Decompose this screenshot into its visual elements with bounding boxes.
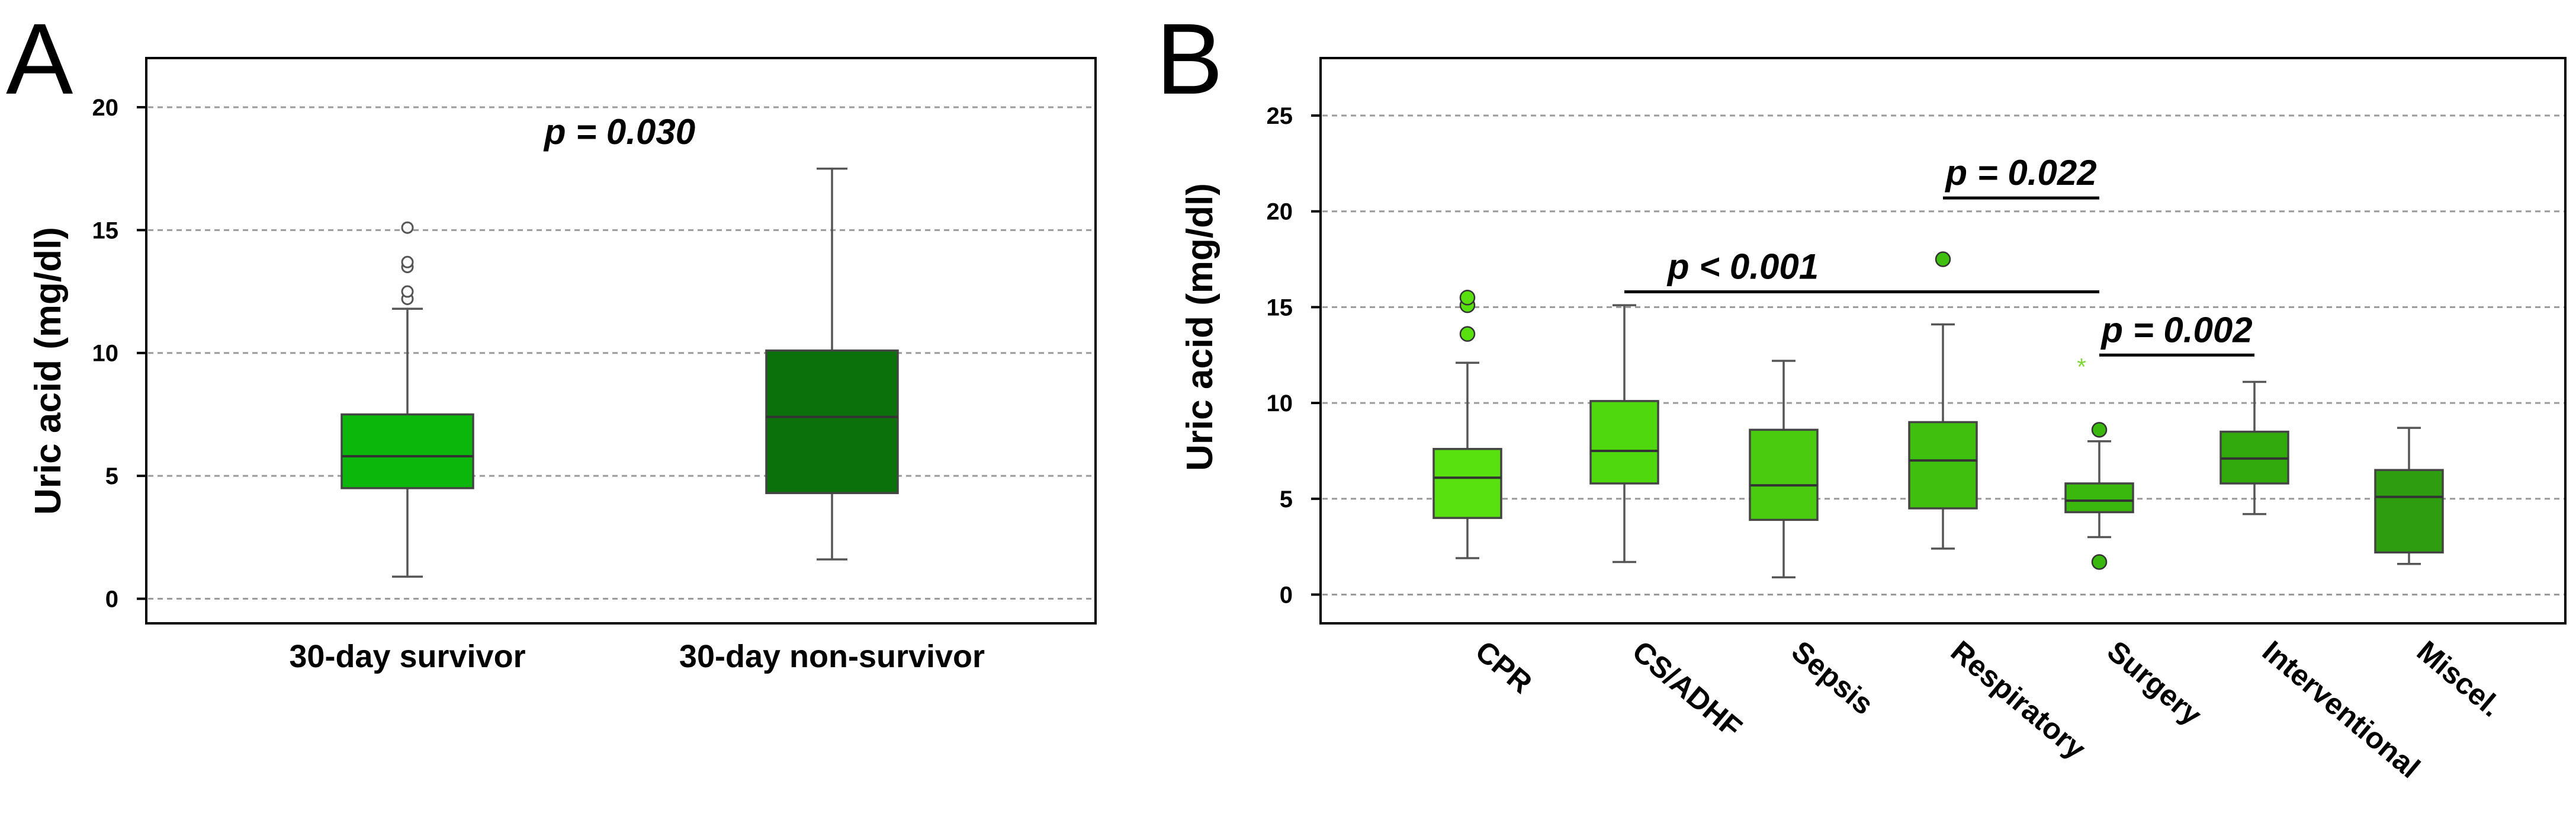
p-value-label: p = 0.022 — [1944, 153, 2096, 193]
iqr-box — [1432, 447, 1502, 519]
p-value-label: p < 0.001 — [1666, 247, 1819, 287]
extreme-point: * — [2077, 354, 2086, 380]
outlier-point — [1459, 326, 1476, 342]
box-respiratory — [1908, 251, 1978, 550]
x-category-label: 30-day survivor — [289, 639, 525, 674]
p-value-label: p = 0.002 — [2100, 310, 2252, 350]
box-30-day-non-survivor — [765, 167, 899, 561]
outlier-point — [401, 221, 414, 234]
panel-b-frame — [1319, 57, 2567, 625]
x-category-label: 30-day non-survivor — [679, 639, 985, 674]
iqr-box — [1749, 428, 1819, 521]
outlier-point — [401, 255, 414, 268]
panel-b-y-axis-label: Uric acid (mg/dl) — [1180, 183, 1220, 471]
outlier-point — [2091, 422, 2108, 438]
box-interventional — [2220, 380, 2289, 515]
x-category-label: Surgery — [2101, 635, 2208, 732]
panel-a: A Uric acid (mg/dl) 0 5 10 15 20 p = 0.030 3… — [6, 3, 1097, 674]
panel-a-boxes — [341, 167, 899, 578]
panel-a-y-axis-label: Uric acid (mg/dl) — [28, 227, 69, 515]
x-category-label: Sepsis — [1785, 635, 1880, 722]
panel-a-y-ticks: 0 5 10 15 20 — [92, 95, 146, 613]
box-30-day-survivor — [341, 221, 474, 578]
y-tick-label: 0 — [105, 587, 118, 613]
box-surgery: * — [2064, 354, 2134, 570]
box-cs-adhf — [1589, 304, 1659, 563]
box-cpr — [1432, 289, 1502, 559]
iqr-box — [1589, 400, 1659, 485]
y-tick-label: 20 — [92, 95, 119, 121]
box-sepsis — [1749, 360, 1819, 579]
y-tick-label: 15 — [1267, 294, 1293, 321]
panel-a-x-labels: 30-day survivor 30-day non-survivor — [289, 639, 985, 674]
panel-a-letter: A — [6, 3, 73, 116]
x-category-label: Respiratory — [1945, 635, 2092, 766]
p-value-label: p = 0.030 — [543, 112, 695, 152]
x-category-label: Interventional — [2256, 635, 2426, 785]
panel-b-boxes: * — [1432, 251, 2444, 579]
y-tick-label: 5 — [105, 463, 118, 489]
panel-a-annotations: p = 0.030 — [543, 112, 695, 152]
iqr-box — [2064, 482, 2134, 514]
outlier-point — [2091, 554, 2108, 570]
panel-b-x-labels: CPR CS/ADHF Sepsis Respiratory Surgery Interv… — [1469, 635, 2508, 785]
outlier-point — [1459, 289, 1476, 306]
panel-b-y-ticks: 0 5 10 15 20 25 — [1267, 103, 1321, 608]
y-tick-label: 10 — [1267, 390, 1293, 417]
panel-b-annotations: p < 0.001 p = 0.022 p = 0.002 — [1624, 153, 2254, 357]
y-tick-label: 20 — [1267, 199, 1293, 225]
box-miscel — [2374, 427, 2444, 565]
panel-b: B Uric acid (mg/dl) 0 5 10 15 20 25 * p < 0.0… — [1156, 3, 2567, 785]
y-tick-label: 0 — [1280, 582, 1293, 608]
x-category-label: CS/ADHF — [1626, 635, 1748, 745]
panel-a-frame — [145, 57, 1097, 625]
y-tick-label: 5 — [1280, 486, 1293, 513]
panel-b-letter: B — [1156, 3, 1223, 116]
iqr-box — [1908, 421, 1978, 510]
iqr-box — [2374, 469, 2444, 554]
iqr-box — [341, 413, 474, 489]
x-category-label: Miscel. — [2411, 635, 2508, 723]
outlier-point — [1935, 251, 1951, 267]
outlier-point — [401, 285, 414, 298]
y-tick-label: 10 — [92, 341, 119, 367]
y-tick-label: 25 — [1267, 103, 1293, 129]
x-category-label: CPR — [1469, 635, 1538, 700]
y-tick-label: 15 — [92, 217, 119, 244]
panel-a-gridlines — [148, 106, 1094, 600]
iqr-box — [765, 349, 899, 494]
